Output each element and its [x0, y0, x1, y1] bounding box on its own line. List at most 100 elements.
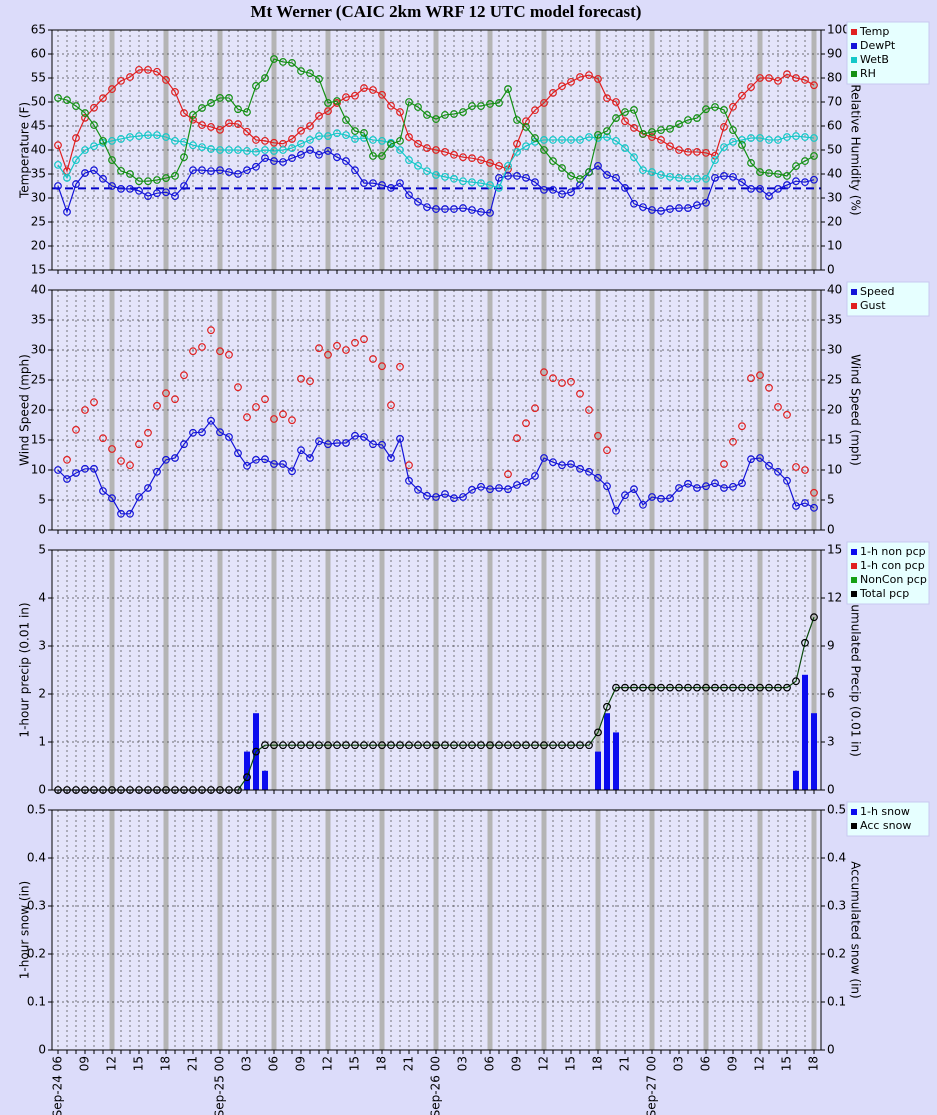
point	[459, 741, 467, 750]
point	[360, 134, 368, 142]
point	[72, 180, 80, 188]
point	[333, 129, 341, 138]
y2-tick-label: 25	[827, 373, 842, 387]
point	[270, 460, 278, 468]
y2-tick-label: 0.2	[827, 947, 846, 961]
point	[504, 85, 512, 93]
point	[126, 184, 134, 193]
point	[585, 467, 593, 476]
point	[513, 139, 521, 148]
x-tick-label: 15	[348, 1056, 362, 1071]
point	[261, 154, 269, 163]
point	[405, 741, 413, 750]
point	[81, 109, 89, 117]
point	[657, 171, 665, 179]
point	[189, 347, 197, 356]
point	[522, 142, 530, 151]
point	[486, 741, 494, 750]
y2-tick-label: 10	[827, 463, 842, 477]
point	[387, 741, 395, 750]
point	[486, 159, 494, 167]
point	[765, 461, 773, 470]
point	[261, 455, 269, 464]
point	[612, 98, 620, 106]
point	[720, 683, 728, 692]
point	[702, 174, 710, 183]
point	[792, 463, 800, 471]
point	[720, 123, 728, 131]
point	[801, 178, 809, 187]
y-axis-title: 1-hour snow (in)	[18, 881, 32, 979]
point	[540, 99, 548, 107]
x-tick-label: Sep-27 00	[645, 1056, 659, 1115]
chart-title: Mt Werner (CAIC 2km WRF 12 UTC model for…	[251, 2, 642, 21]
point	[252, 162, 260, 171]
point	[63, 173, 71, 182]
point	[684, 479, 692, 488]
y-axis-title: Temperature (F)	[18, 102, 32, 199]
point	[738, 479, 746, 488]
y-tick-label: 65	[31, 23, 46, 37]
legend-label: RH	[860, 67, 876, 80]
bar	[613, 732, 619, 790]
y-tick-label: 30	[31, 343, 46, 357]
y-tick-label: 40	[31, 283, 46, 297]
x-tick-label: 06	[267, 1056, 281, 1071]
point	[63, 96, 71, 104]
point	[396, 146, 404, 154]
point	[441, 741, 449, 750]
point	[540, 741, 548, 750]
point	[162, 188, 170, 197]
y-tick-label: 5	[38, 493, 46, 507]
point	[153, 401, 161, 410]
point	[333, 153, 341, 162]
plot-frame	[51, 289, 822, 531]
y2-tick-label: 12	[827, 591, 842, 605]
point	[171, 395, 179, 404]
point	[540, 136, 548, 144]
point	[342, 439, 350, 447]
point	[522, 123, 530, 131]
point	[207, 99, 215, 107]
point	[810, 503, 818, 512]
point	[540, 185, 548, 194]
point	[504, 485, 512, 494]
y-tick-label: 55	[31, 71, 46, 85]
point	[621, 184, 629, 192]
point	[405, 156, 413, 164]
point	[117, 135, 125, 143]
point	[414, 103, 422, 111]
legend-box	[846, 801, 930, 837]
legend-swatch	[851, 809, 857, 815]
y2-tick-label: 40	[827, 167, 842, 181]
point	[225, 168, 233, 176]
point	[603, 133, 611, 141]
point	[414, 741, 422, 750]
point	[558, 136, 566, 144]
point	[270, 147, 278, 155]
point	[801, 499, 809, 507]
point	[369, 136, 377, 144]
point	[423, 491, 431, 500]
point	[729, 437, 737, 446]
point	[288, 467, 296, 476]
point	[738, 141, 746, 149]
point	[234, 449, 242, 458]
point	[252, 82, 260, 90]
point	[684, 116, 692, 124]
point	[216, 94, 224, 102]
point	[72, 134, 80, 142]
point	[684, 148, 692, 156]
point	[135, 65, 143, 74]
point	[621, 117, 629, 126]
point	[747, 184, 755, 193]
point	[90, 142, 98, 151]
point	[675, 204, 683, 212]
plot-frame	[51, 549, 822, 791]
point	[738, 91, 746, 100]
point	[306, 69, 314, 78]
point	[531, 134, 539, 142]
point	[756, 74, 764, 82]
point	[297, 67, 305, 75]
x-tick-label: 06	[699, 1056, 713, 1071]
